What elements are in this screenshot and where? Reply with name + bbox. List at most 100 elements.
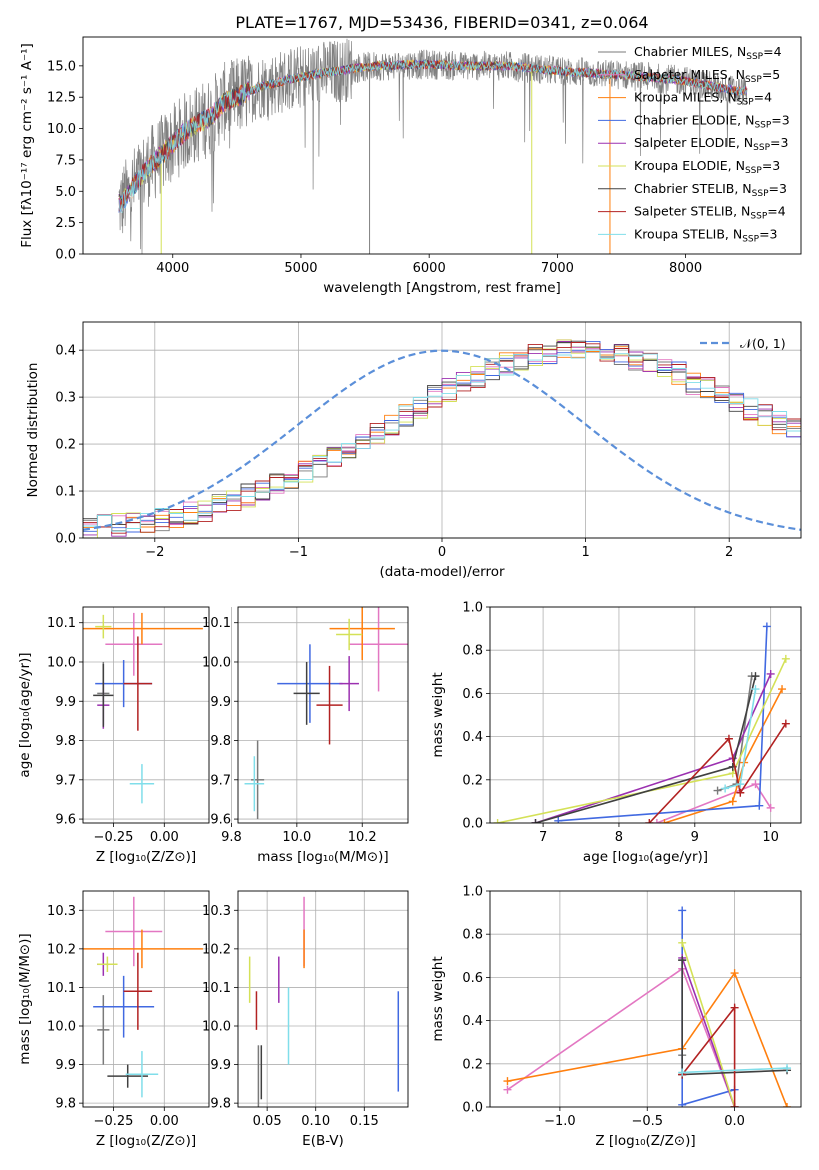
mass_vs_ebv-xlabel: E(B-V): [302, 1133, 344, 1149]
spectrum-xlabel: wavelength [Angstrom, rest frame]: [323, 280, 561, 296]
weight-marker: [751, 685, 760, 694]
weight-marker: [531, 819, 540, 823]
weight_vs_Z-ytick-label: 1.0: [462, 885, 483, 900]
mass_vs_Z-plot-area: [83, 896, 203, 1098]
age_vs_mass-plot-area: [244, 607, 408, 820]
weight_vs_Z-ytick-label: 0.2: [462, 1057, 483, 1072]
residuals-xtick-label: 1: [581, 545, 589, 560]
age_vs_mass-ytick-label: 10.0: [202, 655, 231, 670]
legend-entry: Kroupa STELIB, NSSP=3: [634, 226, 778, 244]
residuals-xlabel: (data-model)/error: [379, 564, 505, 580]
weight_vs_age-xtick-label: 9: [691, 830, 699, 845]
mass_vs_Z-ytick-label: 9.8: [55, 1097, 76, 1112]
age_vs_mass-xtick-label: 10.0: [282, 830, 311, 845]
age_vs_Z-plot-area: [83, 612, 203, 804]
weight-marker: [728, 797, 737, 806]
errorbar-chabrier-stelib: [93, 663, 114, 727]
spectrum-xtick-label: 7000: [541, 261, 574, 276]
weight-marker: [781, 719, 790, 728]
weight_vs_Z-xtick-label: −1.0: [544, 1114, 576, 1129]
weight-line-chabrier-elodie: [681, 910, 735, 1106]
weight_vs_Z-plot-area: [503, 906, 792, 1107]
weight_vs_age-ytick-label: 0.4: [462, 730, 483, 745]
weight_vs_Z-xtick-label: 0.0: [724, 1114, 745, 1129]
model-line-salpeter-stelib: [118, 59, 747, 212]
mass_vs_ebv-ytick-label: 10.0: [202, 1020, 231, 1035]
mass_vs_ebv-plot-area: [248, 896, 400, 1107]
errorbar-kroupa-miles: [83, 612, 203, 645]
errorbar-kroupa-stelib: [129, 764, 155, 804]
weight_vs_Z-panel: −1.0 −0.5 0.0 0.0 0.2 0.4 0.6 0.8 1.0 Z [log₁₀(Z/…: [430, 885, 802, 1149]
errorbar-kroupa-miles: [329, 607, 395, 661]
weight-marker: [678, 1068, 687, 1077]
age_vs_Z-ytick-label: 10.1: [47, 616, 76, 631]
legend-entry: Chabrier ELODIE, NSSP=3: [634, 112, 790, 130]
residuals-ytick-label: 0.1: [55, 485, 76, 500]
errorbar-salpeter-miles: [105, 896, 163, 967]
spectrum-ytick-label: 15.0: [47, 59, 76, 74]
mass_vs_ebv-ytick-label: 9.9: [210, 1058, 231, 1073]
weight_vs_age-xtick-label: 8: [615, 830, 623, 845]
errorbar-chabrier-stelib: [293, 661, 320, 725]
age_vs_mass-ytick-label: 9.6: [210, 813, 231, 828]
weight_vs_age-xtick-label: 10: [762, 830, 779, 845]
spectrum-xtick-label: 6000: [413, 261, 446, 276]
mass_vs_ebv-ytick-label: 10.2: [202, 942, 231, 957]
errorbar-kroupa-miles: [83, 929, 203, 969]
weight-line-kroupa-elodie: [681, 942, 736, 1107]
spectrum-xtick-label: 4000: [156, 261, 189, 276]
mass_vs_Z-xtick-label: −0.25: [94, 1114, 134, 1129]
residuals-ytick-label: 0.2: [55, 438, 76, 453]
age_vs_Z-xtick-label: 0.00: [150, 830, 179, 845]
residuals-ylabel: Normed distribution: [25, 363, 41, 498]
weight-marker: [678, 956, 687, 965]
age_vs_mass-ytick-label: 10.1: [202, 616, 231, 631]
mass_vs_ebv-xtick-label: 0.10: [301, 1114, 330, 1129]
mass_vs_Z-ylabel: mass [log₁₀(M/M⊙)]: [17, 933, 33, 1064]
age_vs_Z-ytick-label: 9.9: [55, 695, 76, 710]
mass_vs_ebv-frame: [237, 890, 409, 1108]
age_vs_Z-ytick-label: 10.0: [47, 655, 76, 670]
residuals-frame: [82, 321, 802, 539]
weight-line-kroupa-miles: [507, 971, 788, 1107]
legend-entry: Salpeter ELODIE, NSSP=3: [634, 135, 788, 153]
errorbar-chabrier-elodie: [277, 644, 343, 723]
weight-marker: [678, 906, 687, 915]
mass_vs_ebv-xtick-label: 0.05: [253, 1114, 282, 1129]
weight-marker: [678, 1100, 687, 1107]
weight-marker: [493, 819, 502, 823]
legend-entry: Chabrier STELIB, NSSP=3: [634, 181, 787, 199]
weight_vs_Z-ytick-label: 0.4: [462, 1014, 483, 1029]
spectrum-ytick-label: 10.0: [47, 122, 76, 137]
weight-marker: [503, 1085, 512, 1094]
spectrum-legend: Chabrier MILES, NSSP=4 Salpeter MILES, NS…: [598, 44, 790, 244]
mass_vs_Z-frame: [82, 890, 210, 1108]
mass_vs_ebv-ytick-label: 10.3: [202, 904, 231, 919]
legend-entry: Kroupa ELODIE, NSSP=3: [634, 158, 780, 176]
mass_vs_Z-xlabel: Z [log₁₀(Z/Z⊙)]: [96, 1133, 196, 1149]
weight_vs_Z-xtick-label: −0.5: [631, 1114, 663, 1129]
weight-line-chabrier-stelib: [535, 675, 757, 823]
legend-entry: Chabrier MILES, NSSP=4: [634, 44, 782, 62]
age_vs_Z-ytick-label: 9.6: [55, 813, 76, 828]
spectrum-ytick-label: 5.0: [55, 185, 76, 200]
weight-marker: [724, 734, 733, 743]
mass_vs_ebv-ytick-label: 10.1: [202, 981, 231, 996]
weight-marker: [730, 1103, 739, 1107]
mass_vs_Z-ytick-label: 10.2: [47, 942, 76, 957]
age_vs_Z-ytick-label: 9.8: [55, 734, 76, 749]
spectrum-ytick-label: 0.0: [55, 248, 76, 263]
residuals-xtick-label: −2: [145, 545, 164, 560]
weight-marker: [766, 669, 775, 678]
spectrum-xtick-label: 8000: [669, 261, 702, 276]
residuals-xtick-label: 0: [438, 545, 446, 560]
histogram-kroupa-miles: [83, 346, 801, 529]
weight-marker: [736, 780, 745, 789]
weight_vs_age-ytick-label: 0.2: [462, 773, 483, 788]
weight_vs_Z-ytick-label: 0.6: [462, 971, 483, 986]
age_vs_Z-frame: [82, 606, 210, 824]
spectrum-ytick-label: 12.5: [47, 91, 76, 106]
errorbar-chabrier-miles: [251, 740, 265, 820]
spectrum-panel: 4000 5000 6000 7000 8000 0.0 2.5 5.0 7.5 10.0 12.5…: [19, 36, 802, 296]
